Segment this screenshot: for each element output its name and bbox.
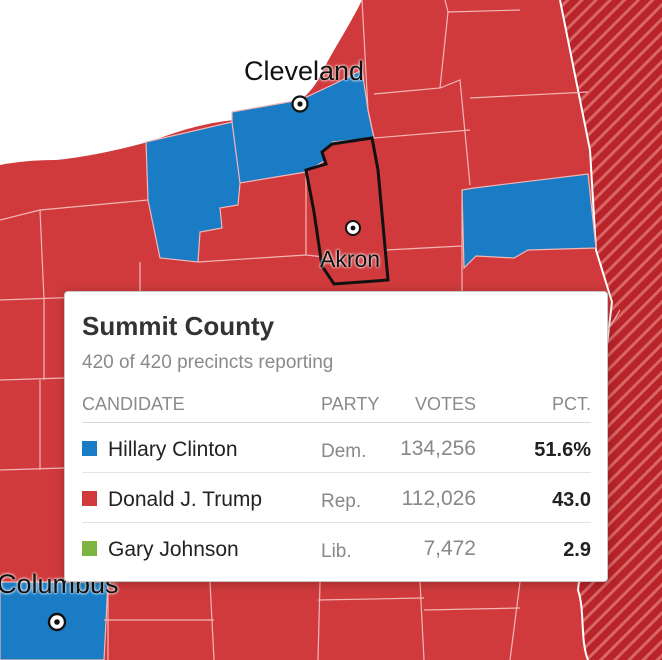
county-lorain — [145, 121, 241, 263]
results-row: Gary Johnson Lib. 7,472 2.9 — [82, 523, 591, 572]
results-row: Hillary Clinton Dem. 134,256 51.6% — [82, 423, 591, 473]
county-summit-highlight[interactable] — [304, 136, 390, 286]
city-label-cleveland: Cleveland — [244, 56, 365, 86]
header-pct: PCT. — [551, 394, 591, 414]
pennsylvania-hatch — [560, 0, 662, 660]
lake-erie — [0, 0, 362, 165]
header-candidate: CANDIDATE — [82, 394, 185, 414]
candidate-votes: 134,256 — [400, 437, 476, 460]
cleveland-marker[interactable] — [291, 95, 309, 113]
candidate-pct: 43.0 — [552, 489, 591, 511]
header-votes: VOTES — [414, 394, 476, 414]
state-border — [559, 0, 614, 660]
candidate-votes: 7,472 — [423, 537, 476, 560]
header-party: PARTY — [321, 394, 380, 414]
candidate-name: Hillary Clinton — [108, 438, 238, 461]
candidate-votes: 112,026 — [401, 487, 476, 510]
results-row: Donald J. Trump Rep. 112,026 43.0 — [82, 473, 591, 523]
party-swatch-libertarian — [82, 541, 97, 556]
county-title: Summit County — [82, 311, 275, 341]
candidate-pct: 2.9 — [563, 539, 591, 561]
candidate-name: Gary Johnson — [108, 538, 239, 561]
candidate-party: Dem. — [321, 441, 367, 462]
county-tooltip: Summit County 420 of 420 precincts repor… — [64, 291, 608, 582]
candidate-party: Lib. — [321, 541, 352, 562]
results-table: CANDIDATE PARTY VOTES PCT. Hillary Clint… — [82, 390, 591, 572]
city-label-akron: Akron — [320, 246, 381, 272]
candidate-party: Rep. — [321, 491, 362, 512]
shoreline-islands — [7, 89, 48, 135]
akron-marker[interactable] — [345, 220, 361, 236]
county-borders — [0, 0, 621, 660]
precincts-reporting: 420 of 420 precincts reporting — [82, 352, 334, 373]
party-swatch-republican — [82, 491, 97, 506]
candidate-pct: 51.6% — [534, 439, 591, 461]
party-swatch-democrat — [82, 441, 97, 456]
results-header-row: CANDIDATE PARTY VOTES PCT. — [82, 390, 591, 423]
candidate-name: Donald J. Trump — [108, 488, 263, 511]
county-mahoning — [461, 173, 597, 270]
columbus-marker[interactable] — [47, 612, 67, 632]
